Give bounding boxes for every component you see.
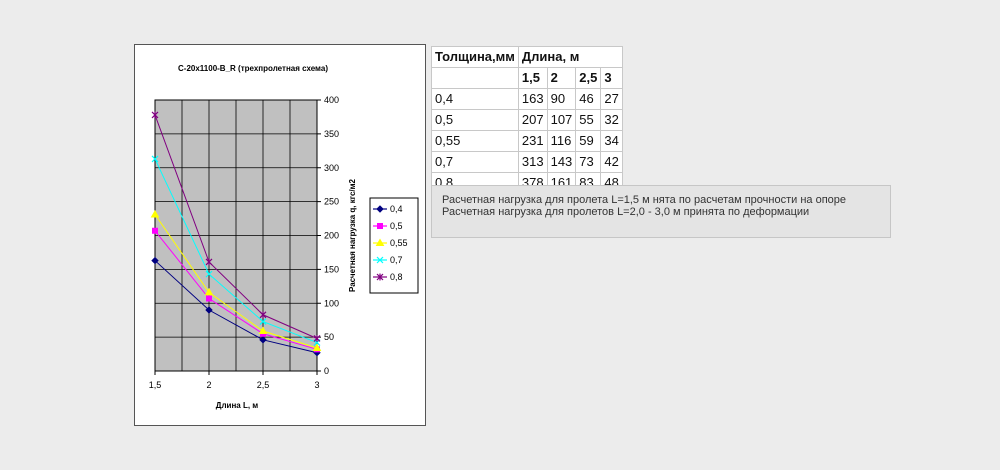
legend-marker xyxy=(376,256,384,264)
x-tick-label: 2 xyxy=(206,380,211,390)
load-cell: 313 xyxy=(517,151,548,173)
load-cell: 46 xyxy=(575,88,602,110)
y-tick-label: 100 xyxy=(324,298,339,308)
x-tick-label: 2,5 xyxy=(257,380,270,390)
legend-marker xyxy=(375,238,385,246)
load-cell: 143 xyxy=(546,151,577,173)
series-line xyxy=(154,230,318,350)
thickness-cell: 0,5 xyxy=(431,109,519,131)
thickness-cell: 0,4 xyxy=(431,88,519,110)
x-tick-label: 1,5 xyxy=(149,380,162,390)
data-point xyxy=(206,295,212,302)
series-line xyxy=(154,260,318,354)
load-cell: 107 xyxy=(546,109,577,131)
data-point xyxy=(259,318,267,325)
load-cell: 27 xyxy=(600,88,623,110)
table-subheader-row: 1,5 2 2,5 3 xyxy=(431,67,623,89)
load-cell: 90 xyxy=(546,88,577,110)
data-point xyxy=(312,343,322,351)
data-point xyxy=(151,155,159,163)
legend-label: 0,4 xyxy=(390,204,403,214)
table-row: 0,5 207 107 55 32 xyxy=(431,109,623,131)
x-axis-label: Длина L, м xyxy=(216,401,259,410)
legend-marker xyxy=(377,223,383,229)
table-header-row: Толщина,мм Длина, м xyxy=(431,46,623,68)
legend-label: 0,5 xyxy=(390,221,403,231)
load-cell: 116 xyxy=(546,130,577,152)
data-point xyxy=(205,306,213,314)
data-point xyxy=(205,270,213,278)
data-point xyxy=(152,227,158,234)
legend-label: 0,7 xyxy=(390,255,403,265)
load-cell: 32 xyxy=(600,109,623,131)
y-tick-label: 200 xyxy=(324,231,339,241)
data-point xyxy=(313,334,321,342)
data-point xyxy=(259,311,267,319)
load-cell: 34 xyxy=(600,130,623,152)
data-point xyxy=(204,287,214,296)
table-row: 0,4 163 90 46 27 xyxy=(431,88,623,110)
y-axis-label: Расчетная нагрузка q, кгс/м2 xyxy=(348,178,357,292)
load-cell: 163 xyxy=(517,88,548,110)
legend-label: 0,8 xyxy=(390,272,403,282)
x-tick-label: 3 xyxy=(314,380,319,390)
load-cell: 207 xyxy=(517,109,548,131)
length-header: 3 xyxy=(600,67,623,89)
data-point xyxy=(150,210,160,218)
data-point xyxy=(151,111,159,119)
thickness-cell: 0,7 xyxy=(431,151,519,173)
y-tick-label: 50 xyxy=(324,332,334,342)
data-point xyxy=(258,326,268,335)
empty-cell xyxy=(431,67,519,89)
y-tick-label: 400 xyxy=(324,95,339,105)
thickness-cell: 0,55 xyxy=(431,130,519,152)
line-chart: С-20х1100-В_R (трехпролетная схема) 0 50 10… xyxy=(149,64,419,410)
legend-label: 0,55 xyxy=(390,238,408,248)
note-line: Расчетная нагрузка для пролета L=1,5 м н… xyxy=(442,194,847,206)
header-thickness: Толщина,мм xyxy=(431,46,519,68)
length-header: 2,5 xyxy=(575,67,602,89)
data-table: Толщина,мм Длина, м 1,5 2 2,5 3 0,4 163 … xyxy=(431,46,623,194)
series-line xyxy=(154,158,318,344)
data-point xyxy=(259,336,267,344)
y-tick-label: 150 xyxy=(324,264,339,274)
load-cell: 73 xyxy=(575,151,602,173)
load-cell: 59 xyxy=(575,130,602,152)
data-point xyxy=(205,258,213,266)
note-box: Расчетная нагрузка для пролета L=1,5 м н… xyxy=(431,185,891,238)
legend-marker xyxy=(376,205,384,213)
y-tick-label: 0 xyxy=(324,366,329,376)
data-point xyxy=(151,256,159,265)
y-tick-label: 350 xyxy=(324,129,339,139)
header-length: Длина, м xyxy=(517,46,623,68)
y-tick-label: 300 xyxy=(324,163,339,173)
y-tick-label: 250 xyxy=(324,197,339,207)
load-cell: 42 xyxy=(600,151,623,173)
chart-frame: С-20х1100-В_R (трехпролетная схема) 0 50 10… xyxy=(134,44,426,426)
length-header: 2 xyxy=(546,67,577,89)
length-header: 1,5 xyxy=(517,67,548,89)
table-row: 0,7 313 143 73 42 xyxy=(431,151,623,173)
note-line: Расчетная нагрузка для пролетов L=2,0 - … xyxy=(442,206,810,218)
table-row: 0,55 231 116 59 34 xyxy=(431,130,623,152)
load-cell: 231 xyxy=(517,130,548,152)
chart-title: С-20х1100-В_R (трехпролетная схема) xyxy=(178,64,328,73)
load-cell: 55 xyxy=(575,109,602,131)
series-line xyxy=(154,114,318,339)
series-line xyxy=(154,214,318,349)
legend-marker xyxy=(376,273,384,281)
